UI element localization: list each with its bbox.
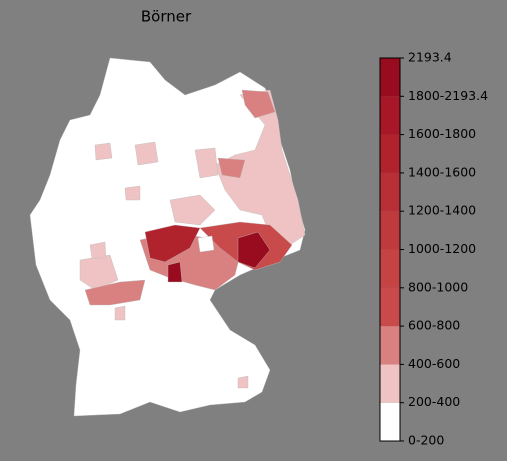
colorbar-segment (380, 58, 400, 97)
colorbar-label: 800-1000 (408, 279, 468, 294)
colorbar-label: 0-200 (408, 433, 444, 448)
region (194, 147, 219, 179)
colorbar-segment (380, 134, 400, 173)
region (169, 194, 216, 226)
colorbar: 0-200 200-400 400-600 600-800 800-1000 1000-1… (379, 50, 488, 448)
region (241, 89, 276, 119)
colorbar-segment (380, 96, 400, 135)
region (144, 224, 201, 263)
colorbar-segment (380, 364, 400, 403)
map-title: Börner (141, 8, 192, 26)
colorbar-segment (380, 249, 400, 288)
region (217, 157, 246, 179)
colorbar-segment (380, 326, 400, 365)
region (94, 142, 113, 161)
region (134, 141, 159, 166)
colorbar-segment (380, 287, 400, 327)
colorbar-label: 1200-1400 (408, 203, 476, 218)
region (237, 231, 271, 269)
region (84, 279, 146, 306)
colorbar-label: 1000-1200 (408, 241, 476, 256)
region (197, 235, 215, 253)
colorbar-label: 600-800 (408, 318, 460, 333)
colorbar-label: 200-400 (408, 394, 460, 409)
region (237, 375, 249, 389)
colorbar-label: 1800-2193.4 (408, 88, 488, 103)
colorbar-label: 1600-1800 (408, 126, 476, 141)
colorbar-label: 1400-1600 (408, 164, 476, 179)
germany-map (29, 57, 306, 417)
colorbar-label: 2193.4 (408, 50, 452, 65)
region (124, 185, 141, 201)
region (114, 305, 126, 321)
colorbar-label: 400-600 (408, 356, 460, 371)
region (89, 241, 107, 259)
colorbar-segment (380, 172, 400, 212)
colorbar-segment (380, 211, 400, 250)
region (167, 261, 183, 283)
colorbar-segment (380, 402, 400, 441)
